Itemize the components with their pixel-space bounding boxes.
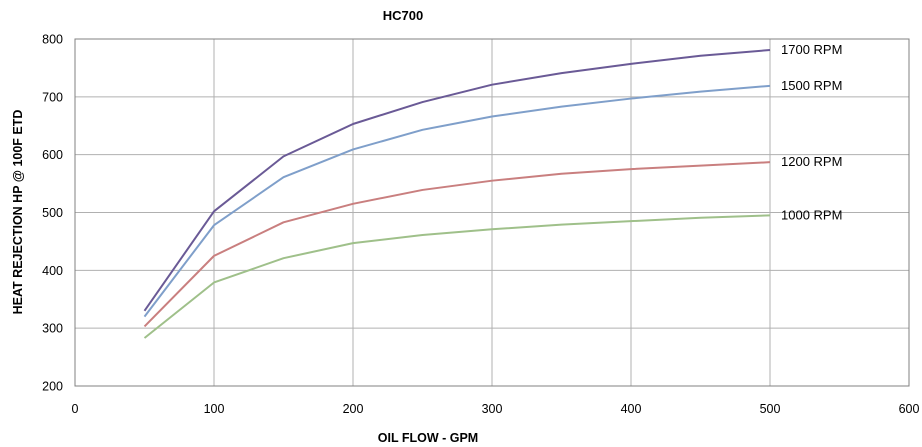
series-line-1500-rpm [143,84,771,318]
series-label-1200-rpm: 1200 RPM [781,154,842,169]
series-label-1700-rpm: 1700 RPM [781,42,842,57]
series-label-1000-rpm: 1000 RPM [781,207,842,222]
x-tick-label: 200 [343,402,364,416]
series-line-1700-rpm [143,48,771,312]
y-tick-label: 400 [42,264,63,278]
y-axis-ticks: 200 300 400 500 600 700 800 [42,33,63,394]
series-lines [143,48,771,339]
x-tick-label: 500 [760,402,781,416]
chart-title: HC700 [383,8,423,23]
x-tick-label: 600 [899,402,920,416]
x-tick-label: 400 [621,402,642,416]
series-labels: 1700 RPM 1500 RPM 1200 RPM 1000 RPM [781,42,842,222]
series-line-1200-rpm [143,161,771,328]
y-tick-label: 500 [42,206,63,220]
plot-frame [74,38,910,387]
x-tick-label: 0 [72,402,79,416]
x-tick-label: 100 [204,402,225,416]
x-tick-label: 300 [482,402,503,416]
y-tick-label: 600 [42,148,63,162]
x-axis-ticks: 0 100 200 300 400 500 600 [72,402,920,416]
series-label-1500-rpm: 1500 RPM [781,78,842,93]
y-tick-label: 700 [42,90,63,104]
y-tick-label: 800 [42,33,63,47]
y-tick-label: 300 [42,322,63,336]
y-axis-title: HEAT REJECTION HP @ 100F ETD [11,110,25,315]
x-axis-title: OIL FLOW - GPM [378,431,478,445]
series-line-1000-rpm [143,214,771,339]
y-tick-label: 200 [42,380,63,394]
